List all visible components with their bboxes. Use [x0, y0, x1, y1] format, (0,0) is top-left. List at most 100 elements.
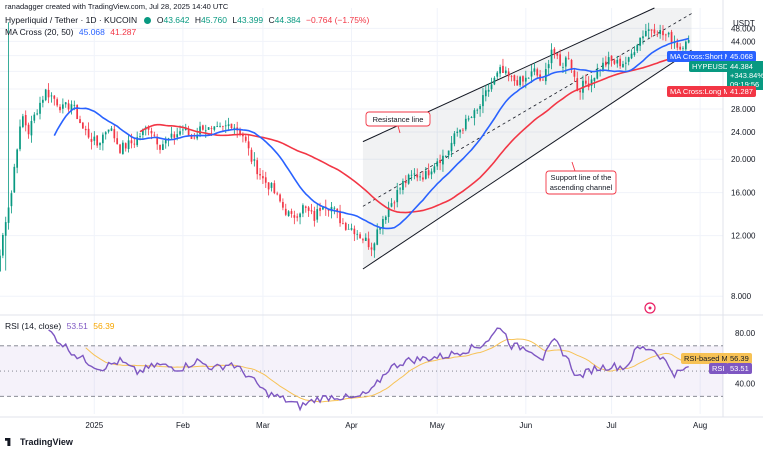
candle-body [576, 78, 579, 91]
ohlc-low-label: L [232, 15, 238, 25]
candle-body [487, 89, 490, 92]
time-tick-label: May [430, 421, 445, 430]
candle-body [527, 77, 530, 79]
candle-body [604, 61, 607, 66]
candle-body [499, 67, 501, 74]
resistance-callout-pointer [397, 125, 401, 134]
candle-body [516, 80, 519, 86]
candle-body [193, 137, 196, 139]
ohlc-open: 43.642 [163, 15, 190, 25]
ma-legend[interactable]: MA Cross (20, 50) 45.068 41.287 [5, 27, 139, 37]
tradingview-logo[interactable]: TradingView [5, 437, 73, 447]
rsi-ma-line [85, 338, 689, 403]
candle-body [579, 90, 581, 93]
rsi-legend[interactable]: RSI (14, close) 53.51 56.39 [5, 321, 118, 331]
candle-body [502, 65, 504, 73]
candle-body [590, 79, 593, 86]
candle-body [7, 207, 10, 223]
price-tick-label: 24.000 [731, 128, 756, 137]
candle-body [250, 149, 253, 162]
candle-body [116, 138, 119, 145]
candle-body [442, 155, 444, 165]
support-callout-box [545, 170, 617, 195]
candle-body [104, 132, 107, 135]
candle-body [622, 63, 624, 68]
candle-body [367, 238, 370, 248]
candle-body [24, 114, 27, 126]
candle-body [522, 76, 524, 82]
brand-text: TradingView [20, 437, 73, 447]
candle-body [456, 131, 459, 133]
credit-text: ranadagger created with TradingView.com,… [5, 2, 229, 11]
bar-countdown: 09:19:56 [730, 80, 760, 89]
candle-body [424, 171, 427, 179]
candle-body [667, 32, 670, 35]
candle-body [593, 77, 596, 81]
candle-body [242, 134, 244, 137]
rsi-ma-axis-value: 56.39 [727, 353, 752, 364]
candle-body [36, 113, 39, 115]
candle-body [156, 137, 159, 145]
candle-body [47, 89, 50, 98]
candle-body [356, 233, 359, 235]
candle-body [170, 133, 173, 138]
ma-short-value: 45.068 [78, 27, 105, 37]
candle-body [473, 110, 476, 119]
candle-body [316, 209, 319, 220]
last-price: 44.384 [730, 62, 753, 71]
candle-body [662, 30, 664, 36]
candle-body [504, 70, 507, 74]
ma-title: MA Cross (20, 50) [5, 27, 74, 37]
candle-body [310, 210, 313, 212]
candle-body [44, 89, 47, 101]
candle-body [247, 141, 250, 149]
candle-body [510, 76, 513, 78]
ohlc-high-label: H [194, 15, 201, 25]
candlesticks[interactable] [0, 22, 690, 272]
candle-body [379, 228, 381, 230]
rsi-ma-value: 56.39 [93, 321, 115, 331]
candle-body [547, 64, 550, 69]
candle-body [93, 136, 96, 141]
candle-body [387, 207, 390, 217]
candle-body [79, 119, 81, 124]
rsi-line [48, 327, 689, 412]
time-tick-label: Mar [256, 421, 270, 430]
event-icon [644, 302, 656, 314]
candle-body [439, 159, 441, 164]
rsi-label-text: RSI [712, 364, 725, 373]
time-tick-label: Jun [519, 421, 532, 430]
ma-long-axis-value: 41.287 [727, 86, 756, 97]
candle-body [293, 215, 296, 218]
candle-body [119, 144, 121, 153]
candle-body [484, 90, 487, 97]
candle-body [347, 228, 350, 230]
candle-body [290, 211, 293, 214]
support-callout-text-1: Support line of the [551, 173, 612, 182]
candle-body [570, 59, 573, 70]
candle-body [596, 69, 599, 79]
candle-body [64, 102, 67, 105]
candle-body [159, 144, 161, 150]
candle-body [393, 202, 396, 204]
candle-body [627, 57, 630, 62]
time-tick-label: Aug [693, 421, 707, 430]
candle-body [19, 126, 21, 150]
time-tick-label: Jul [606, 421, 616, 430]
currency-label: USDT [733, 19, 758, 28]
candle-body [362, 239, 364, 241]
candle-body [164, 139, 167, 144]
time-axis[interactable]: 2025 Feb Mar Apr May Jun Jul Aug [85, 421, 707, 430]
candle-body [559, 54, 561, 66]
ohlc-close-label: C [268, 15, 275, 25]
candle-body [302, 205, 304, 214]
candle-body [264, 177, 267, 183]
price-tick-label: 16.000 [731, 189, 756, 198]
ma-short-price-label: MA Cross:Short MA [667, 51, 739, 62]
rsi-ma-label-text: RSI-based MA [684, 354, 733, 363]
symbol-name[interactable]: Hyperliquid / Tether · 1D · KUCOIN [5, 15, 138, 25]
candle-body [462, 129, 464, 131]
candle-body [62, 104, 64, 109]
